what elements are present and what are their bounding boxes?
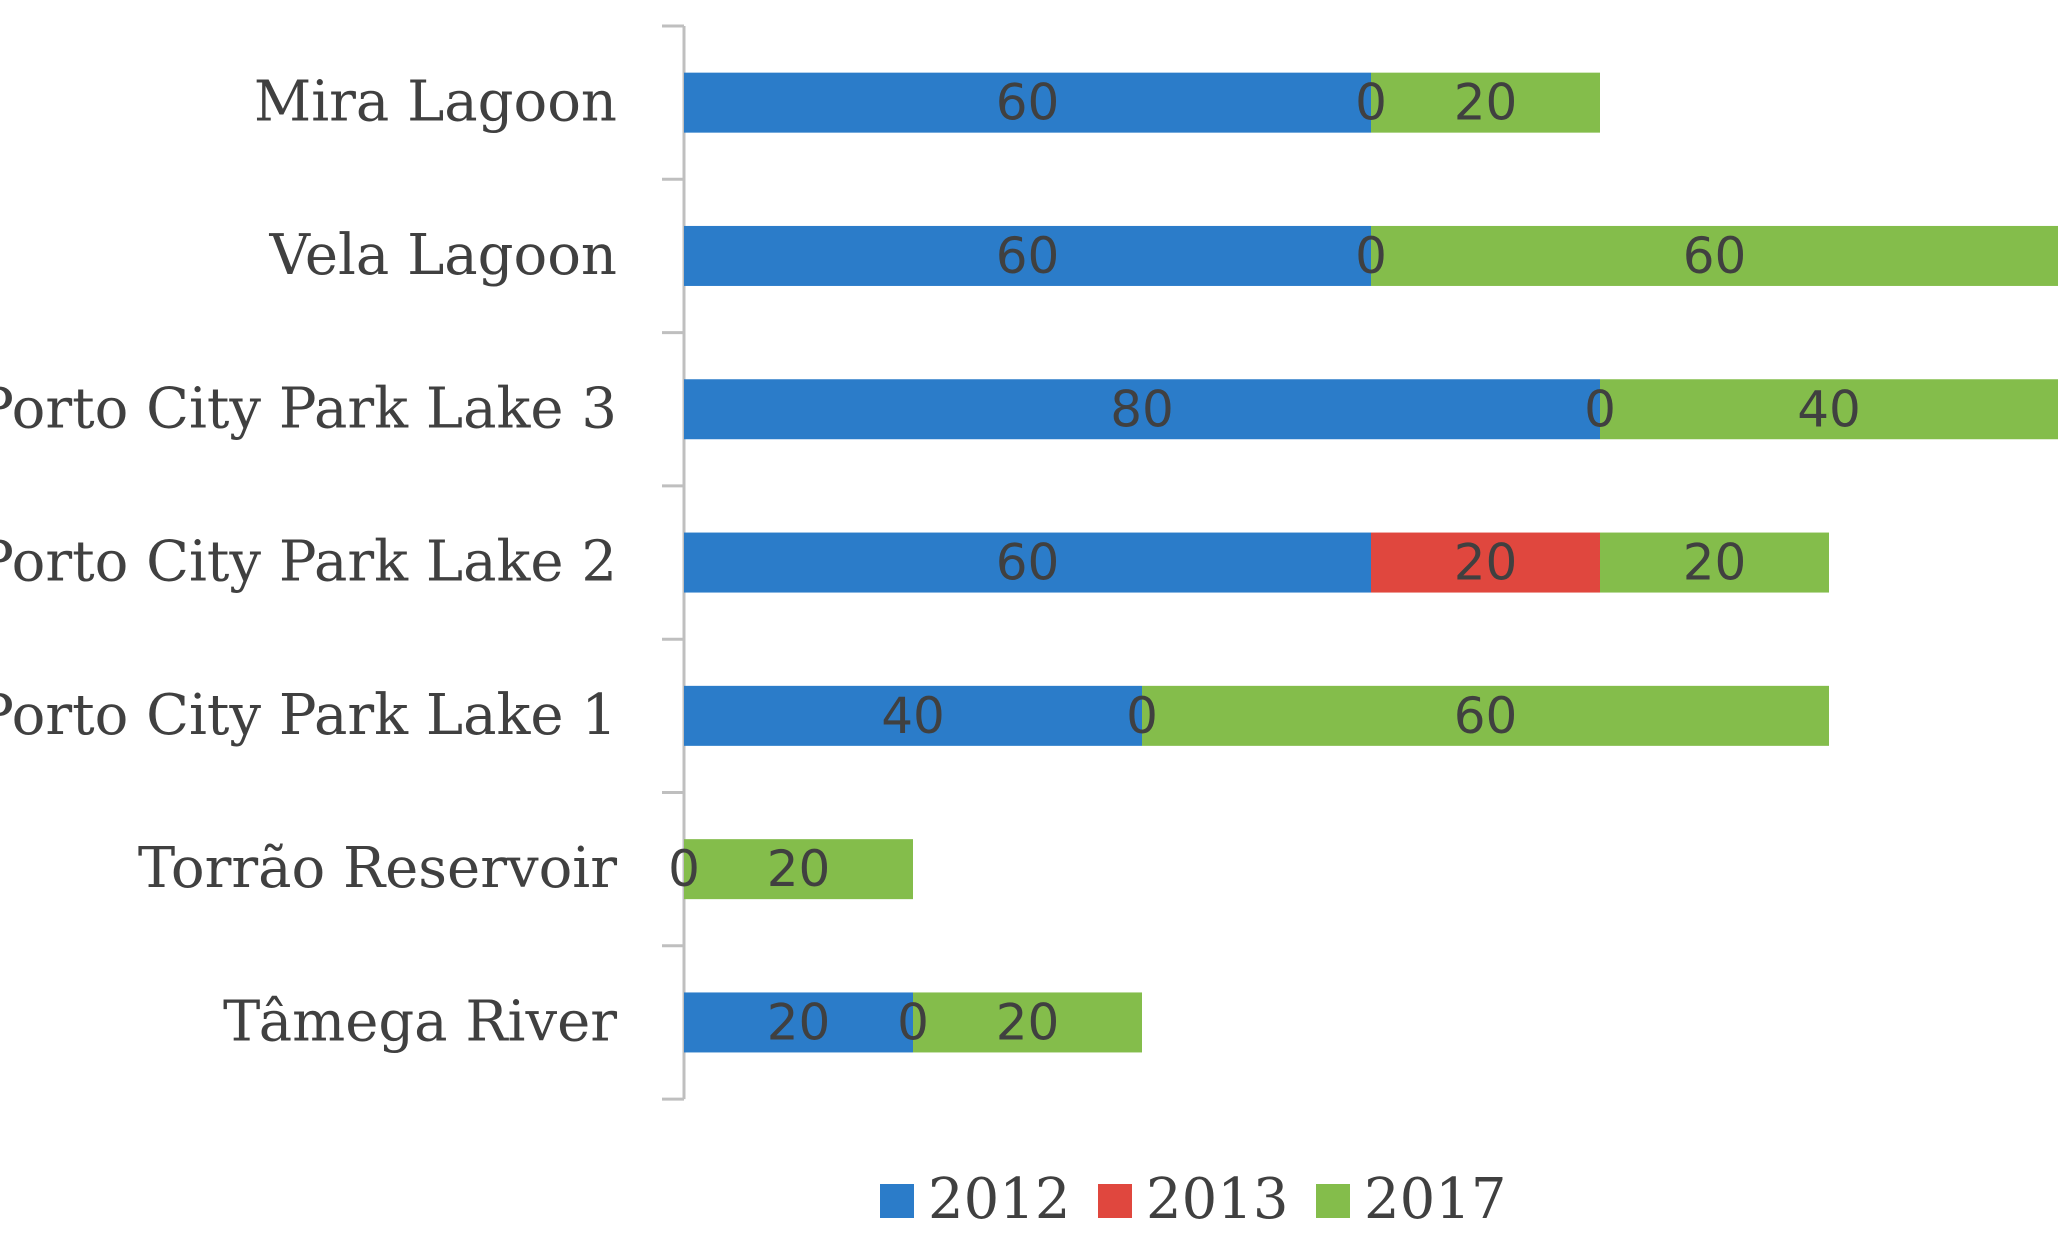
- data-label-vela-lagoon-2012: 60: [996, 227, 1060, 285]
- data-label-porto-city-park-lake-3-2017: 40: [1797, 380, 1861, 438]
- bar-porto-city-park-lake-1-2012: [684, 685, 1142, 746]
- category-label-porto-city-park-lake-2: Porto City Park Lake 2: [0, 530, 617, 595]
- category-label-tamega-river: Tâmega River: [223, 989, 617, 1054]
- data-label-porto-city-park-lake-2-2017: 20: [1683, 534, 1747, 592]
- data-label-porto-city-park-lake-1-2013: 0: [1126, 687, 1158, 745]
- data-label-vela-lagoon-2013: 0: [1355, 227, 1387, 285]
- legend-label-2017: 2017: [1364, 1167, 1507, 1232]
- legend-label-2012: 2012: [928, 1167, 1071, 1232]
- bar-vela-lagoon-2017: [1371, 225, 2058, 286]
- y-axis: [662, 24, 686, 1101]
- legend-swatch-2012: [880, 1184, 914, 1218]
- bar-mira-lagoon-2017: [1371, 72, 1600, 133]
- category-label-porto-city-park-lake-1: Porto City Park Lake 1: [0, 683, 617, 748]
- category-label-mira-lagoon: Mira Lagoon: [254, 70, 617, 135]
- data-label-tamega-river-2017: 20: [996, 993, 1060, 1051]
- legend-swatch-2013: [1098, 1184, 1132, 1218]
- data-label-mira-lagoon-2017: 20: [1454, 74, 1518, 132]
- data-label-porto-city-park-lake-1-2017: 60: [1454, 687, 1518, 745]
- data-label-porto-city-park-lake-2-2012: 60: [996, 534, 1060, 592]
- bar-vela-lagoon-2012: [684, 225, 1371, 286]
- bar-porto-city-park-lake-1-2017: [1142, 685, 1829, 746]
- data-label-vela-lagoon-2017: 60: [1683, 227, 1747, 285]
- bar-porto-city-park-lake-3-2012: [684, 379, 1600, 440]
- bar-porto-city-park-lake-2-2017: [1600, 532, 1829, 593]
- bars: [684, 72, 2058, 1053]
- category-label-torrao-reservoir: Torrão Reservoir: [138, 836, 617, 901]
- category-label-porto-city-park-lake-3: Porto City Park Lake 3: [0, 376, 617, 441]
- data-label-tamega-river-2012: 20: [767, 993, 831, 1051]
- data-labels: 60 0 20 60 0 60 80 0 40 60 20 20 40 0 60 0 20 20 0 20: [668, 74, 1861, 1052]
- bar-tamega-river-2012: [684, 992, 913, 1053]
- bar-porto-city-park-lake-3-2017: [1600, 379, 2058, 440]
- data-label-mira-lagoon-2013: 0: [1355, 74, 1387, 132]
- legend-label-2013: 2013: [1146, 1167, 1289, 1232]
- data-label-torrao-reservoir-2017: 20: [767, 840, 831, 898]
- bar-porto-city-park-lake-2-2012: [684, 532, 1371, 593]
- category-labels: Mira Lagoon Vela Lagoon Porto City Park La…: [0, 70, 617, 1055]
- data-label-porto-city-park-lake-2-2013: 20: [1454, 534, 1518, 592]
- legend-swatch-2017: [1316, 1184, 1350, 1218]
- bar-porto-city-park-lake-2-2013: [1371, 532, 1600, 593]
- bar-torrao-reservoir-2017: [684, 839, 913, 900]
- data-label-tamega-river-2013: 0: [897, 993, 929, 1051]
- data-label-mira-lagoon-2012: 60: [996, 74, 1060, 132]
- data-label-porto-city-park-lake-3-2013: 0: [1584, 380, 1616, 438]
- bar-mira-lagoon-2012: [684, 72, 1371, 133]
- data-label-porto-city-park-lake-3-2012: 80: [1110, 380, 1174, 438]
- data-label-porto-city-park-lake-1-2012: 40: [881, 687, 945, 745]
- category-label-vela-lagoon: Vela Lagoon: [269, 223, 617, 288]
- bar-tamega-river-2017: [913, 992, 1142, 1053]
- data-label-torrao-reservoir-2012: 0: [668, 840, 700, 898]
- legend: 2012 2013 2017: [880, 1167, 1507, 1232]
